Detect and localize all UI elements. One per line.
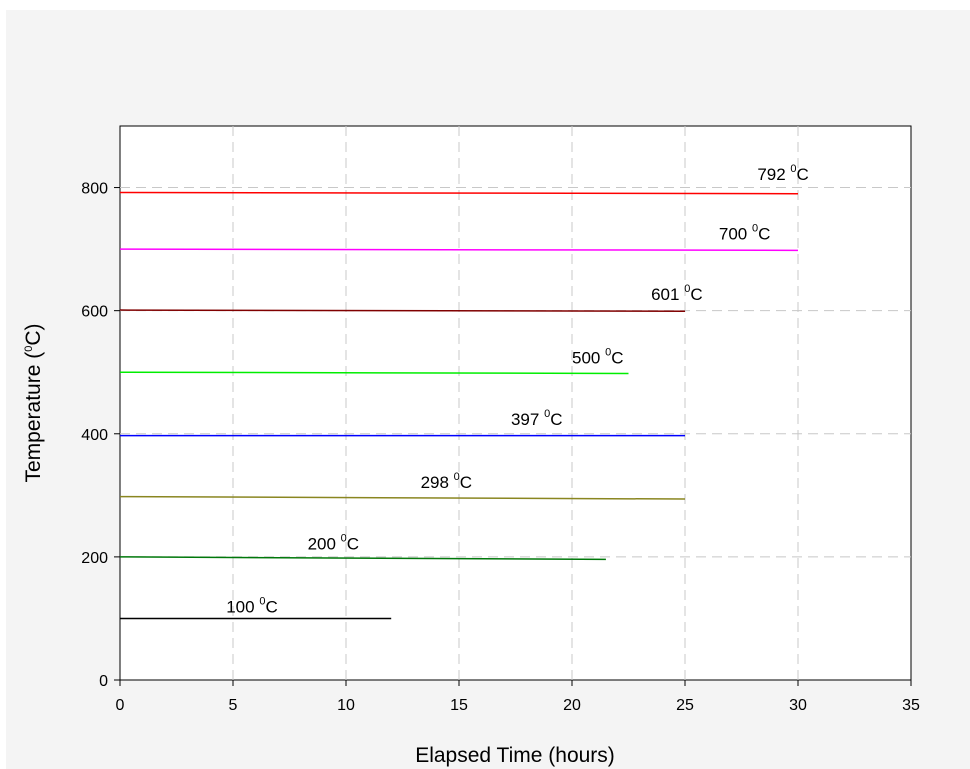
series-label-degree: 0	[341, 533, 347, 545]
y-tick-label: 0	[99, 673, 108, 690]
x-tick-label: 35	[902, 697, 920, 714]
series-label-degree: 0	[684, 283, 690, 295]
x-axis-label: Elapsed Time (hours)	[415, 744, 615, 767]
series-label-500: 500 0C	[572, 347, 624, 368]
series-label-value: 298	[421, 473, 454, 492]
series-label-degree: 0	[605, 347, 611, 359]
y-axis-label: Temperature (0C)	[22, 323, 45, 482]
series-label-unit: C	[758, 224, 770, 243]
series-label-value: 500	[572, 349, 605, 368]
x-tick-label: 25	[676, 697, 694, 714]
series-line-792	[119, 191, 799, 195]
series-label-degree: 0	[259, 595, 265, 607]
series-label-100: 100 0C	[226, 595, 278, 616]
series-label-792: 792 0C	[757, 163, 809, 184]
series-label-601: 601 0C	[651, 283, 703, 304]
series-label-unit: C	[797, 165, 809, 184]
series-label-200: 200 0C	[308, 533, 360, 554]
x-tick-label: 10	[337, 697, 355, 714]
series-label-value: 200	[308, 535, 341, 554]
series-line-200	[119, 556, 606, 561]
series-label-value: 397	[511, 410, 544, 429]
series-label-unit: C	[460, 473, 472, 492]
series-label-value: 700	[719, 224, 752, 243]
x-tick-label: 5	[229, 697, 238, 714]
x-tick-label: 0	[116, 697, 125, 714]
series-label-397: 397 0C	[511, 408, 562, 429]
series-label-unit: C	[611, 349, 623, 368]
series-label-degree: 0	[790, 163, 796, 175]
series-label-value: 100	[226, 597, 259, 616]
y-tick-label: 400	[81, 427, 108, 444]
x-tick-label: 15	[450, 697, 468, 714]
series-lines	[119, 191, 799, 620]
plot-area	[119, 125, 912, 681]
grid-lines	[120, 126, 911, 680]
series-line-500	[119, 371, 629, 375]
series-line-601	[119, 309, 686, 313]
series-line-298	[119, 495, 686, 500]
y-tick-label: 200	[81, 550, 108, 567]
series-line-700	[119, 248, 799, 252]
series-label-degree: 0	[544, 408, 550, 420]
series-label-value: 792	[757, 165, 790, 184]
series-label-value: 601	[651, 285, 684, 304]
x-tick-label: 30	[789, 697, 807, 714]
series-label-degree: 0	[752, 222, 758, 234]
series-label-unit: C	[347, 535, 359, 554]
y-tick-label: 600	[81, 304, 108, 321]
series-label-degree: 0	[454, 471, 460, 483]
series-label-unit: C	[550, 410, 562, 429]
series-label-unit: C	[690, 285, 702, 304]
series-label-298: 298 0C	[421, 471, 473, 492]
series-label-unit: C	[265, 597, 277, 616]
x-tick-label: 20	[563, 697, 581, 714]
y-tick-label: 800	[81, 181, 108, 198]
series-label-700: 700 0C	[719, 222, 771, 243]
